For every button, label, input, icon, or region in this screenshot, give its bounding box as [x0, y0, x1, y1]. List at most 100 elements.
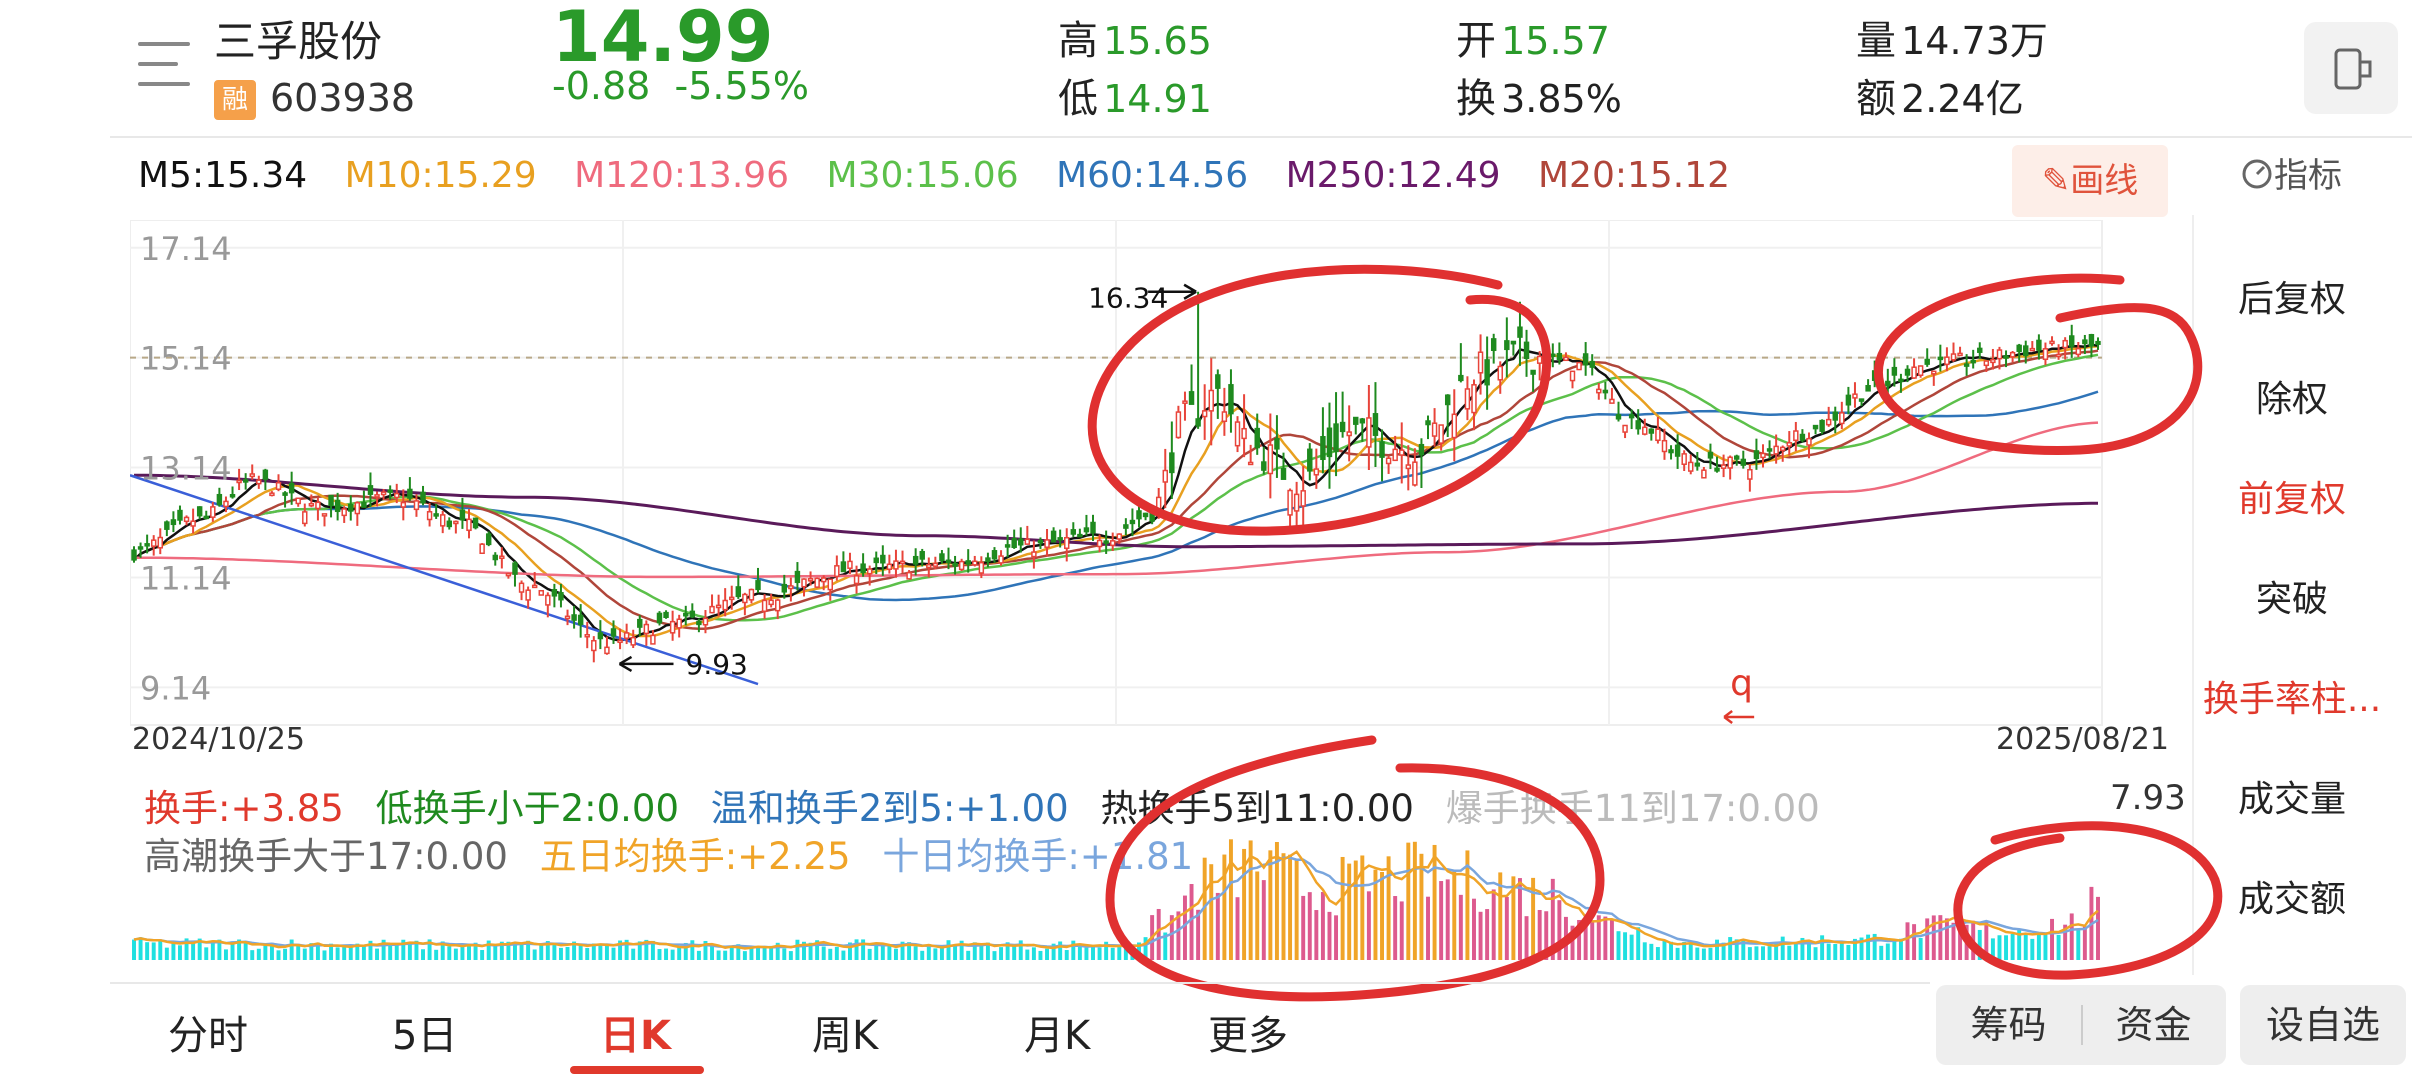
candle-body: [1300, 490, 1306, 507]
candle-body: [1116, 533, 1123, 540]
turnover-bar: [1452, 869, 1457, 960]
turnover-bar: [296, 943, 301, 960]
y-tick-label: 13.14: [140, 450, 232, 488]
tab-5day[interactable]: 5日: [392, 1013, 458, 1059]
candle-body: [2062, 339, 2068, 349]
kline-chart[interactable]: 17.14 15.14 13.14 11.14 9.14 16.34 9.93 q: [130, 220, 2192, 765]
turnover-bar: [591, 943, 596, 960]
menu-icon[interactable]: [138, 42, 190, 86]
candle-body: [1326, 427, 1333, 458]
turnover-bar: [1432, 844, 1437, 960]
chips-button[interactable]: 筹码: [1970, 1003, 2047, 1047]
candle-body: [1149, 512, 1155, 522]
tab-more[interactable]: 更多: [1208, 1013, 1288, 1059]
low-value: 14.91: [1103, 77, 1212, 121]
candle-body: [729, 596, 735, 601]
turnover-bar: [565, 946, 570, 960]
candle-body: [453, 520, 459, 525]
turnover-bar: [1537, 909, 1542, 960]
turnover-bar: [558, 947, 563, 960]
candle-body: [1760, 452, 1766, 459]
ex-rights-option[interactable]: 除权: [2255, 379, 2328, 420]
volume-option[interactable]: 成交量: [2237, 779, 2346, 820]
tab-weekly-k[interactable]: 周K: [812, 1013, 879, 1059]
turnover-bar: [158, 939, 163, 960]
candle-body: [1970, 359, 1976, 364]
turnover-bar: [939, 948, 944, 960]
turnover-bar: [2076, 929, 2081, 960]
candle-body: [939, 553, 945, 562]
candle-body: [229, 494, 236, 498]
turnover-bar: [1958, 923, 1963, 960]
candle-body: [1162, 469, 1168, 483]
tab-daily-k[interactable]: 日K: [600, 1013, 671, 1059]
candle-body: [899, 560, 906, 565]
ma250-line: [133, 473, 2098, 549]
turnover-bar: [217, 939, 222, 960]
device-toggle-button[interactable]: [2304, 22, 2398, 114]
turnover-bar-option[interactable]: 换手率柱...: [2202, 679, 2382, 720]
candle-body: [361, 501, 367, 508]
indicator-button[interactable]: 指标: [2240, 148, 2342, 197]
turnover-bar: [1669, 941, 1674, 960]
turnover-value-label: 换手:+3.85: [144, 787, 344, 830]
candle-body: [742, 593, 748, 604]
stat-volume: 量 14.73万: [1856, 8, 2048, 66]
turnover-bar: [2096, 896, 2100, 960]
mild-turnover-label: 温和换手2到5:+1.00: [710, 787, 1069, 830]
candle-body: [656, 612, 663, 624]
turnover-bar: [480, 949, 485, 960]
candle-body: [538, 589, 544, 596]
turnover-bar: [828, 948, 833, 960]
turnover-bar: [263, 943, 268, 960]
candle-body: [820, 577, 827, 583]
turnover-bar: [1866, 934, 1871, 960]
rights-before-option[interactable]: 前复权: [2237, 479, 2346, 520]
candle-body: [761, 599, 768, 613]
period-tabs: 分时 5日 日K 周K 月K 更多 筹码 资金 设自选: [0, 985, 2412, 1080]
candle-body: [531, 584, 538, 589]
candle-body: [1221, 411, 1228, 423]
turnover-bar: [1261, 880, 1266, 960]
tab-intraday[interactable]: 分时: [168, 1013, 248, 1059]
candle-body: [1320, 436, 1326, 461]
turnover-bar: [1406, 842, 1411, 960]
turnover-bar: [1307, 892, 1312, 960]
breakout-option[interactable]: 突破: [2255, 579, 2328, 620]
low-arrow-head: [618, 655, 633, 673]
ma30-line: [133, 353, 2099, 622]
funds-button[interactable]: 资金: [2115, 1003, 2192, 1047]
add-watchlist-button[interactable]: 设自选: [2240, 985, 2406, 1065]
turnover-bar: [1077, 945, 1082, 960]
turnover-bar: [1189, 884, 1194, 960]
candle-body: [1812, 424, 1819, 430]
candle-body: [433, 513, 439, 517]
turnover-bar: [1616, 931, 1621, 960]
rights-after-option[interactable]: 后复权: [2237, 279, 2346, 320]
amount-option[interactable]: 成交额: [2237, 879, 2346, 920]
turnover-bar: [1563, 916, 1568, 960]
turnover-bar: [1517, 878, 1522, 960]
candle-body: [1431, 422, 1438, 437]
candle-body: [1727, 456, 1733, 469]
turnover-bar: [710, 945, 715, 960]
draw-line-button[interactable]: ✎画线: [2012, 145, 2168, 217]
turnover-bar: [243, 941, 248, 960]
candle-body: [1392, 448, 1398, 462]
candle-body: [1576, 361, 1582, 371]
turnover-chart[interactable]: [130, 770, 2192, 970]
ma120-label: M120:13.96: [574, 155, 790, 196]
turnover-bar: [283, 948, 288, 960]
candle-body: [354, 501, 361, 515]
tab-monthly-k[interactable]: 月K: [1024, 1013, 1091, 1059]
candle-body: [1917, 365, 1924, 376]
candle-body: [216, 493, 223, 506]
candle-body: [1819, 419, 1825, 432]
candle-body: [1904, 368, 1911, 376]
y-tick-label: 11.14: [140, 559, 232, 597]
turnover-bar: [171, 942, 176, 960]
turnover-bar: [742, 951, 747, 960]
candle-body: [886, 563, 893, 570]
turnover-bar: [867, 948, 872, 960]
turnover-bar: [1123, 945, 1128, 960]
